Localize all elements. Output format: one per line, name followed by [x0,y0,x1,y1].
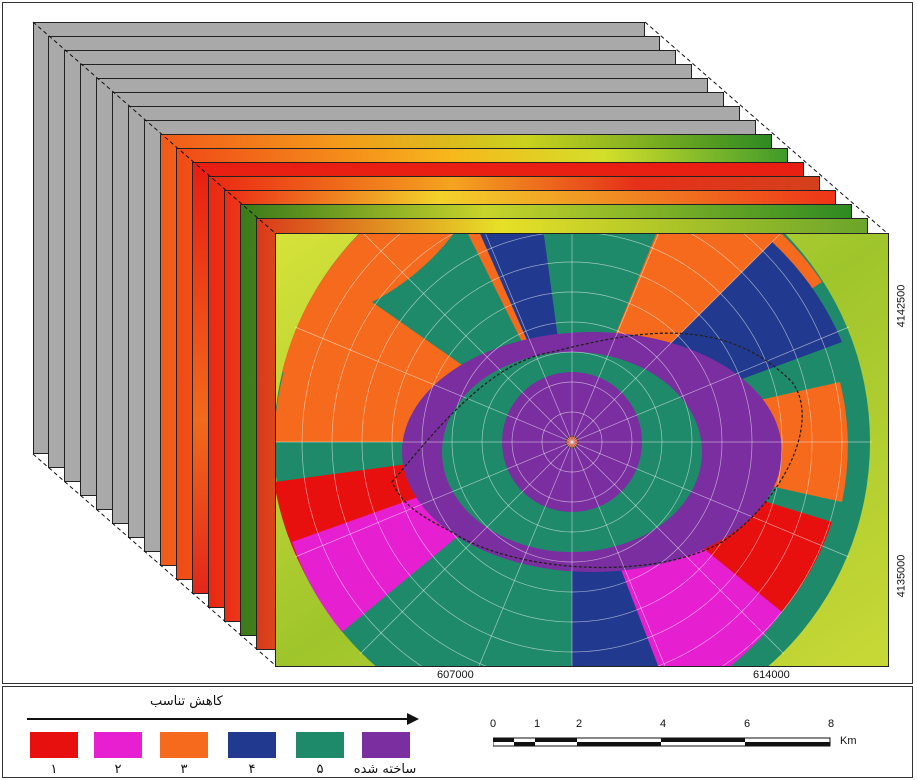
y-coord-bottom: 4135000 [895,554,908,598]
scale-bar [493,737,831,747]
x-coord-right: 614000 [753,669,790,681]
scale-unit: Km [840,735,857,747]
legend-direction-label: کاهش تناسب [150,694,223,709]
scale-tick-2: 2 [576,718,583,730]
scale-tick-1: 1 [534,718,541,730]
suitability-map [275,233,889,667]
legend-label-4: ۴ [248,762,256,777]
scale-tick-4: 4 [660,718,667,730]
legend-label-built-up: ساخته شده [353,762,417,777]
legend-swatch-5 [296,732,344,758]
legend-label-5: ۵ [316,762,324,777]
legend-label-3: ۳ [180,762,188,777]
y-coord-top: 4142500 [895,284,908,328]
scale-tick-6: 6 [744,718,751,730]
legend-label-1: ۱ [50,762,58,777]
legend-swatch-3 [160,732,208,758]
scale-tick-8: 8 [828,718,835,730]
legend-panel [2,686,913,778]
legend-swatch-4 [228,732,276,758]
legend-swatch-2 [94,732,142,758]
scale-tick-0: 0 [490,718,497,730]
legend-swatch-1 [30,732,78,758]
x-coord-left: 607000 [437,669,474,681]
legend-arrow [27,713,419,725]
legend-label-2: ۲ [114,762,122,777]
legend-swatch-built-up [362,732,410,758]
